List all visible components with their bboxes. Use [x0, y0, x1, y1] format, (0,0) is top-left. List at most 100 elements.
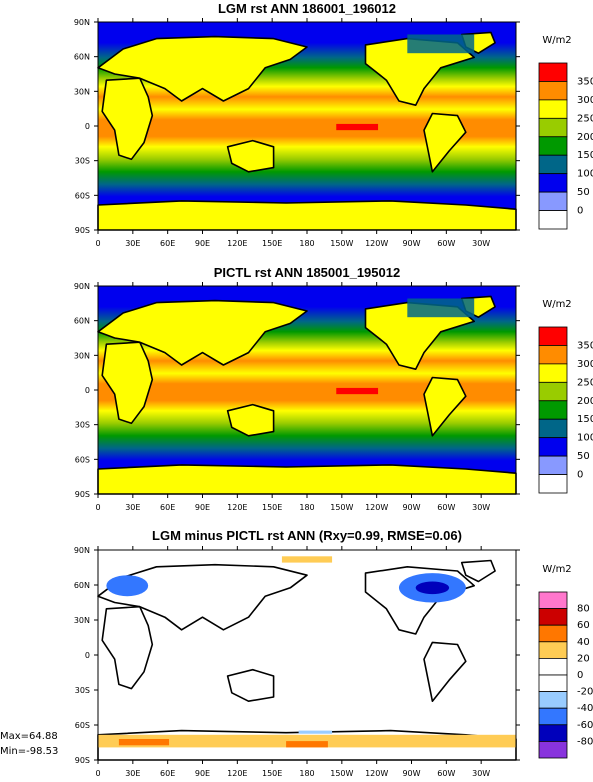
anomaly-positive-strong-2 — [286, 741, 328, 748]
y-tick-label: 30N — [74, 87, 90, 96]
anomaly-positive-strong — [118, 739, 170, 746]
y-tick-label: 60N — [74, 581, 90, 590]
colorbar-label: -60 — [577, 720, 593, 731]
x-tick-label: 150W — [330, 503, 353, 512]
colorbar-swatch — [538, 474, 568, 494]
y-tick-label: 30S — [75, 421, 90, 430]
continent-outline-3 — [364, 565, 476, 635]
colorbar-label: 0 — [577, 206, 583, 217]
x-tick-label: 180 — [299, 769, 314, 778]
colorbar-swatch — [538, 62, 568, 82]
panel-title: PICTL rst ANN 185001_195012 — [214, 265, 400, 280]
colorbar-swatch — [538, 326, 568, 346]
x-tick-label: 90W — [402, 769, 420, 778]
y-tick-label: 30N — [74, 616, 90, 625]
x-tick-label: 60E — [160, 769, 175, 778]
x-tick-label: 30W — [472, 503, 490, 512]
continent-outline-0 — [101, 341, 154, 425]
continent-outline-2 — [226, 139, 275, 173]
y-tick-label: 60S — [75, 721, 90, 730]
y-tick-label: 90N — [74, 282, 90, 291]
x-tick-label: 60W — [437, 503, 455, 512]
x-tick-label: 180 — [299, 503, 314, 512]
y-tick-label: 60N — [74, 53, 90, 62]
colorbar-label: 200 — [577, 132, 593, 143]
colorbar-unit: W/m2 — [542, 299, 571, 310]
x-tick-label: 0 — [95, 239, 100, 248]
continent-outline-0 — [101, 77, 154, 161]
x-tick-label: 0 — [95, 503, 100, 512]
x-tick-label: 150E — [262, 239, 282, 248]
x-tick-label: 30W — [472, 239, 490, 248]
x-tick-label: 120E — [227, 503, 247, 512]
colorbar-label: 200 — [577, 396, 593, 407]
continent-outline-4 — [423, 641, 467, 703]
colorbar-swatch — [538, 117, 568, 138]
colorbar-swatch — [538, 608, 568, 626]
x-tick-label: 30E — [125, 239, 140, 248]
y-tick-label: 60N — [74, 317, 90, 326]
colorbar-label: 300 — [577, 95, 593, 106]
x-tick-label: 120W — [365, 239, 388, 248]
colorbar-label: 50 — [577, 451, 590, 462]
continent-outline-1 — [97, 299, 308, 366]
colorbar-swatch — [538, 455, 568, 475]
colorbar-label: 100 — [577, 433, 593, 444]
continent-outline-4 — [423, 112, 467, 173]
y-tick-label: 90S — [75, 756, 90, 765]
colorbar-label: 50 — [577, 187, 590, 198]
colorbar-label: 40 — [577, 637, 590, 648]
continent-outline-6 — [97, 200, 517, 231]
colorbar-swatch — [538, 641, 568, 659]
colorbar-swatch — [538, 418, 568, 439]
x-tick-label: 150W — [330, 239, 353, 248]
anomaly-arctic — [281, 556, 333, 563]
anomaly-negative-europe — [106, 575, 149, 597]
y-tick-label: 0 — [85, 122, 90, 131]
colorbar-label: 300 — [577, 359, 593, 370]
x-tick-label: 90W — [402, 503, 420, 512]
colorbar-label: 150 — [577, 414, 593, 425]
x-tick-label: 60E — [160, 503, 175, 512]
stat-min: Min=-98.53 — [0, 746, 58, 757]
stat-max: Max=64.88 — [0, 731, 58, 742]
colorbar-swatch — [538, 381, 568, 402]
anomaly-negative-na-core — [415, 581, 450, 595]
colorbar-label: 80 — [577, 604, 590, 615]
x-tick-label: 60W — [437, 769, 455, 778]
colorbar-swatch — [538, 154, 568, 175]
colorbar-swatch — [538, 724, 568, 742]
colorbar-swatch — [538, 741, 568, 759]
continent-outline-2 — [226, 668, 275, 703]
y-tick-label: 90S — [75, 490, 90, 499]
x-tick-label: 30E — [125, 769, 140, 778]
colorbar-label: 100 — [577, 169, 593, 180]
y-tick-label: 60S — [75, 455, 90, 464]
colorbar-swatch — [538, 400, 568, 420]
x-tick-label: 120E — [227, 769, 247, 778]
y-tick-label: 30S — [75, 686, 90, 695]
colorbar-swatch — [538, 345, 568, 365]
field-cold-patch — [407, 34, 475, 54]
y-tick-label: 30S — [75, 157, 90, 166]
y-tick-label: 30N — [74, 351, 90, 360]
x-tick-label: 150E — [262, 769, 282, 778]
colorbar-label: -40 — [577, 703, 593, 714]
colorbar-label: 150 — [577, 150, 593, 161]
x-tick-label: 120W — [365, 503, 388, 512]
y-tick-label: 90S — [75, 226, 90, 235]
colorbar-label: 250 — [577, 377, 593, 388]
colorbar-label: -80 — [577, 736, 593, 747]
x-tick-label: 90E — [195, 769, 210, 778]
continent-outline-1 — [97, 563, 308, 631]
colorbar-label: 0 — [577, 670, 583, 681]
colorbar-label: -20 — [577, 687, 593, 698]
panel-1: LGM rst ANN 186001_196012 0 30E 60E 90E 120E 1… — [74, 1, 593, 248]
x-tick-label: 90E — [195, 239, 210, 248]
x-tick-label: 60E — [160, 239, 175, 248]
continent-outline-0 — [101, 605, 154, 690]
field-cold-patch — [407, 298, 475, 318]
x-tick-label: 90W — [402, 239, 420, 248]
continent-outline-2 — [226, 403, 275, 437]
colorbar-swatch — [538, 363, 568, 383]
